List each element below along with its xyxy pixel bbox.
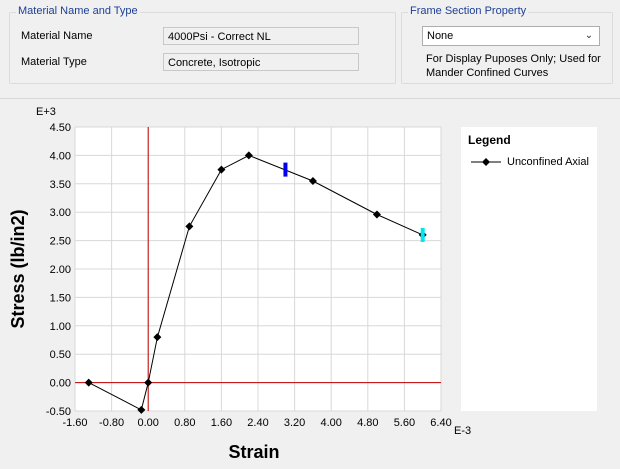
- legend-title: Legend: [468, 133, 511, 147]
- y-tick-label: -0.50: [46, 406, 71, 418]
- stress-strain-chart: -0.50 0.00 0.50 1.00 1.50 2.00 2.50 3.00 3.50 4.0…: [8, 106, 471, 462]
- legend-line-sample: [471, 158, 501, 166]
- y-tick-label: 2.00: [50, 264, 71, 276]
- data-point: [308, 176, 317, 185]
- frame-section-group-title: Frame Section Property: [408, 5, 529, 17]
- x-tick-label: 2.40: [247, 417, 268, 429]
- y-tick-label: 4.50: [50, 122, 71, 134]
- axis-lines: [75, 127, 441, 411]
- material-group: Material Name and Type: [9, 5, 396, 84]
- y-multiplier: E+3: [36, 106, 56, 118]
- y-tick-label: 3.50: [50, 179, 71, 191]
- data-point: [84, 378, 93, 387]
- y-tick-label: 0.00: [50, 378, 71, 390]
- x-tick-label: 4.80: [357, 417, 378, 429]
- y-tick-label: 1.50: [50, 292, 71, 304]
- y-tick-label: 1.00: [50, 321, 71, 333]
- x-tick-label: 6.40: [430, 417, 451, 429]
- frame-section-note-line2: Mander Confined Curves: [426, 67, 549, 79]
- state-marker: [420, 227, 425, 242]
- x-tick-label: 4.00: [320, 417, 341, 429]
- material-group-title: Material Name and Type: [16, 5, 140, 17]
- data-point: [372, 210, 381, 219]
- y-tick-labels: -0.50 0.00 0.50 1.00 1.50 2.00 2.50 3.00 3.50 4.0…: [46, 122, 71, 418]
- data-point: [144, 378, 153, 387]
- y-tick-label: 0.50: [50, 349, 71, 361]
- frame-section-selected: None: [427, 30, 454, 42]
- frame-section-dropdown[interactable]: None ⌄: [422, 26, 600, 46]
- frame-section-note: For Display Puposes Only; Used for Mande…: [426, 52, 601, 80]
- chevron-down-icon[interactable]: ⌄: [584, 30, 594, 41]
- x-tick-label: -0.80: [99, 417, 124, 429]
- legend: Legend Unconfined Axial: [461, 127, 597, 411]
- data-point: [137, 405, 146, 414]
- material-name-label: Material Name: [21, 30, 93, 42]
- state-markers: [283, 162, 425, 242]
- state-marker: [283, 162, 288, 177]
- x-multiplier: E-3: [454, 425, 471, 437]
- x-tick-labels: -1.60 -0.80 0.00 0.80 1.60 2.40 3.20 4.00 4.80 5.…: [62, 417, 451, 429]
- x-tick-label: 0.80: [174, 417, 195, 429]
- x-tick-label: 5.60: [394, 417, 415, 429]
- x-tick-label: 1.60: [211, 417, 232, 429]
- y-axis-label: Stress (lb/in2): [8, 209, 28, 328]
- x-tick-label: -1.60: [62, 417, 87, 429]
- x-axis-label: Strain: [228, 442, 279, 462]
- legend-entry-unconfined-axial: Unconfined Axial: [507, 156, 589, 168]
- divider: [0, 98, 620, 99]
- data-point: [244, 151, 253, 160]
- data-point: [217, 165, 226, 174]
- frame-section-note-line1: For Display Puposes Only; Used for: [426, 53, 601, 65]
- y-tick-label: 3.00: [50, 207, 71, 219]
- data-point: [185, 222, 194, 231]
- material-type-label: Material Type: [21, 56, 87, 68]
- y-tick-label: 2.50: [50, 236, 71, 248]
- frame-section-group: Frame Section Property: [401, 5, 613, 84]
- data-point: [153, 333, 162, 342]
- y-tick-label: 4.00: [50, 150, 71, 162]
- x-tick-label: 0.00: [137, 417, 158, 429]
- material-type-field: Concrete, Isotropic: [163, 53, 359, 71]
- series-line-unconfined-axial: [88, 154, 423, 411]
- x-tick-label: 3.20: [284, 417, 305, 429]
- material-name-field: 4000Psi - Correct NL: [163, 27, 359, 45]
- grid: [74, 126, 442, 412]
